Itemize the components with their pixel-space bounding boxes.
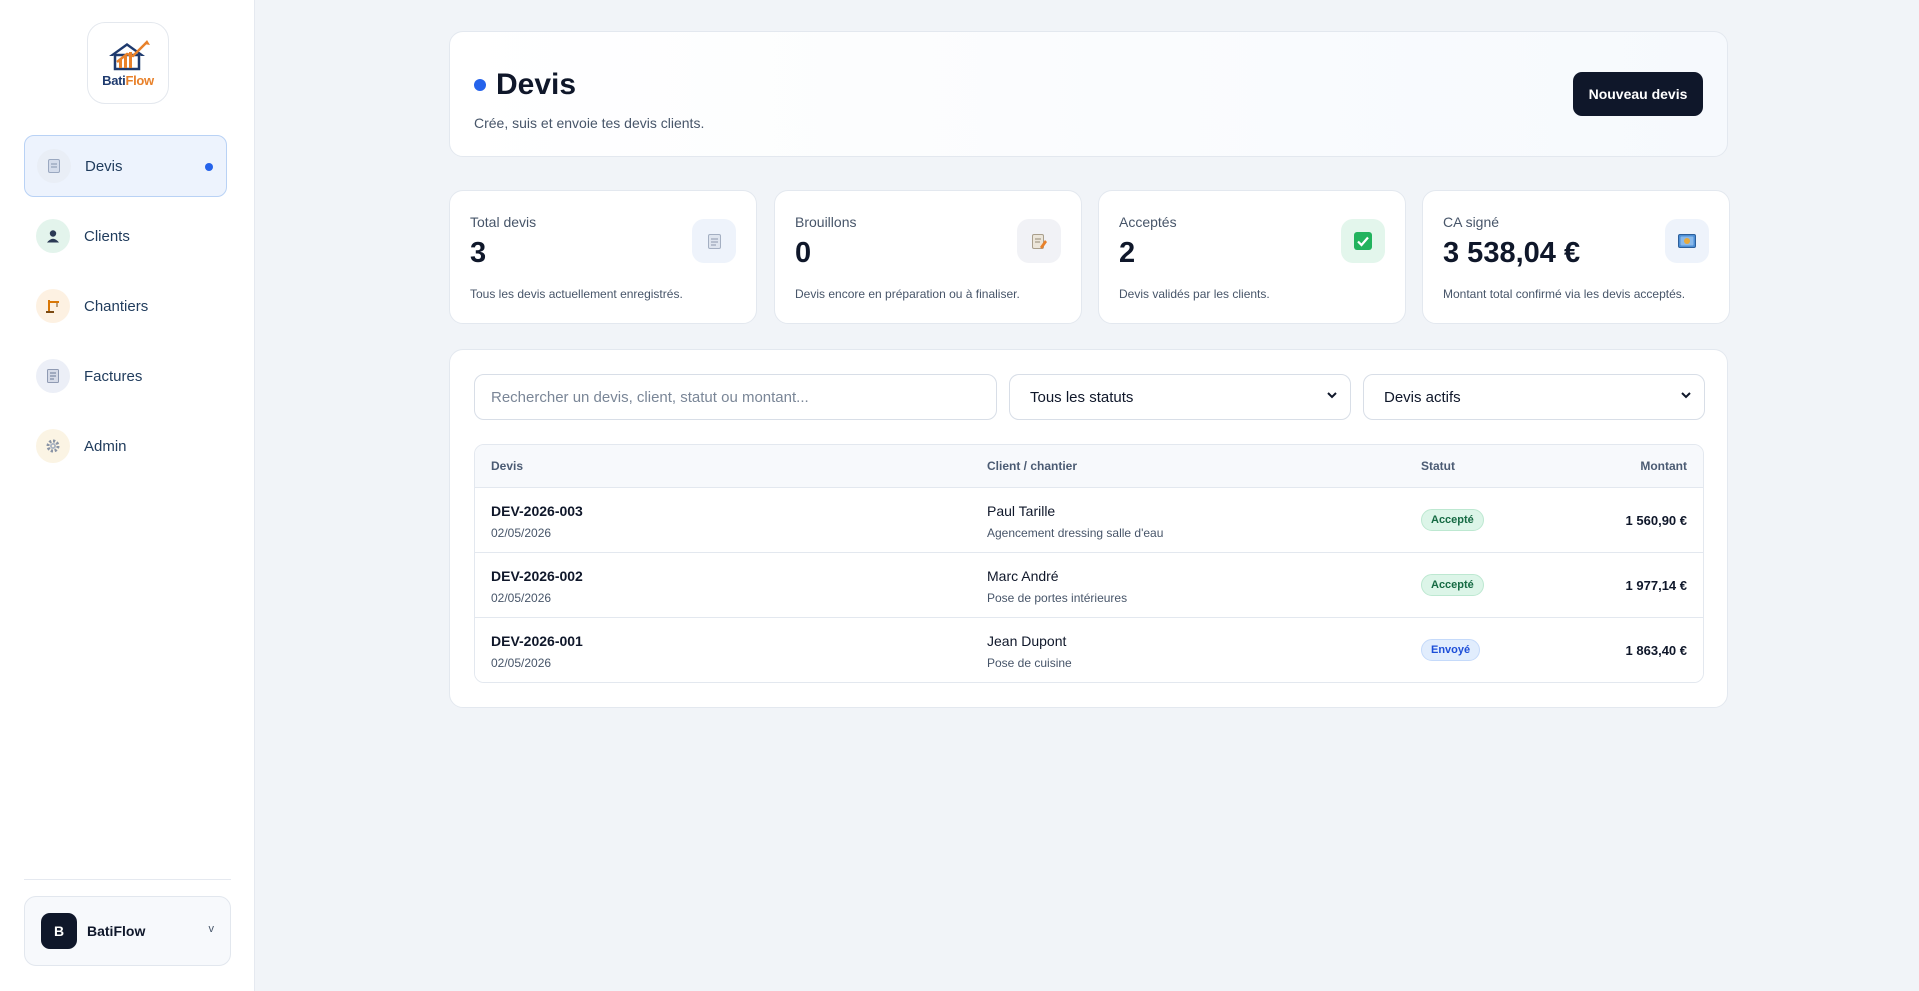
document-icon <box>692 219 736 263</box>
account-name: BatiFlow <box>87 923 146 939</box>
site-name: Agencement dressing salle d'eau <box>987 526 1164 540</box>
quote-amount: 1 560,90 € <box>1625 513 1687 528</box>
stat-label: Total devis <box>470 214 537 230</box>
table-header: Devis Client / chantier Statut Montant <box>475 445 1703 488</box>
stat-label: Acceptés <box>1119 214 1177 230</box>
column-header-amount[interactable]: Montant <box>1640 459 1687 473</box>
stat-value: 0 <box>795 237 812 269</box>
site-name: Pose de cuisine <box>987 656 1072 670</box>
stat-description: Montant total confirmé via les devis acc… <box>1443 287 1686 301</box>
table-row[interactable]: DEV-2026-003 02/05/2026 Paul Tarille Age… <box>475 488 1703 553</box>
stat-card-total: Total devis 3 Tous les devis actuellemen… <box>449 190 757 324</box>
quote-amount: 1 863,40 € <box>1625 643 1687 658</box>
search-input[interactable] <box>474 374 997 420</box>
chevron-down-icon <box>1681 392 1691 399</box>
title-dot <box>474 79 486 91</box>
quotes-table: Devis Client / chantier Statut Montant D… <box>474 444 1704 683</box>
stat-card-drafts: Brouillons 0 Devis encore en préparation… <box>774 190 1082 324</box>
stat-description: Tous les devis actuellement enregistrés. <box>470 287 683 301</box>
quote-date: 02/05/2026 <box>491 656 552 670</box>
table-row[interactable]: DEV-2026-001 02/05/2026 Jean Dupont Pose… <box>475 618 1703 682</box>
stat-label: CA signé <box>1443 214 1500 230</box>
stat-card-revenue: CA signé 3 538,04 € Montant total confir… <box>1422 190 1730 324</box>
new-quote-button[interactable]: Nouveau devis <box>1573 72 1703 116</box>
scope-filter-value: Devis actifs <box>1384 388 1461 406</box>
sidebar: BatiFlow Devis Clients Chantiers Facture… <box>0 0 255 991</box>
page-subtitle: Crée, suis et envoie tes devis clients. <box>474 115 705 131</box>
client-name: Jean Dupont <box>987 633 1067 649</box>
quote-ref: DEV-2026-003 <box>491 503 583 519</box>
invoice-icon <box>36 359 70 393</box>
quote-date: 02/05/2026 <box>491 591 552 605</box>
document-icon <box>37 149 71 183</box>
chevron-down-icon: v <box>208 923 215 935</box>
quote-ref: DEV-2026-001 <box>491 633 583 649</box>
sidebar-item-label: Admin <box>84 437 127 455</box>
column-header-client[interactable]: Client / chantier <box>987 459 1078 473</box>
money-icon <box>1665 219 1709 263</box>
stat-value: 3 538,04 € <box>1443 237 1581 269</box>
active-indicator <box>205 163 213 171</box>
status-badge: Accepté <box>1421 509 1484 531</box>
quote-amount: 1 977,14 € <box>1625 578 1687 593</box>
chevron-down-icon <box>1327 392 1337 399</box>
brand-logo[interactable]: BatiFlow <box>87 22 169 104</box>
gear-icon <box>36 429 70 463</box>
crane-icon <box>36 289 70 323</box>
page-title: Devis <box>496 68 577 101</box>
column-header-ref[interactable]: Devis <box>491 459 524 473</box>
stat-value: 2 <box>1119 237 1136 269</box>
house-chart-icon <box>109 40 150 71</box>
quotes-panel: Tous les statuts Devis actifs Devis Clie… <box>449 349 1728 708</box>
sidebar-item-factures[interactable]: Factures <box>24 345 227 407</box>
stat-label: Brouillons <box>795 214 857 230</box>
sidebar-divider <box>24 879 231 880</box>
page-title-group: Devis <box>474 68 576 102</box>
column-header-status[interactable]: Statut <box>1421 459 1455 473</box>
sidebar-item-devis[interactable]: Devis <box>24 135 227 197</box>
quote-ref: DEV-2026-002 <box>491 568 583 584</box>
sidebar-item-label: Devis <box>85 157 123 175</box>
sidebar-item-label: Clients <box>84 227 130 245</box>
sidebar-item-admin[interactable]: Admin <box>24 415 227 477</box>
stat-description: Devis encore en préparation ou à finalis… <box>795 287 1020 301</box>
status-filter-value: Tous les statuts <box>1030 388 1134 406</box>
brand-wordmark: BatiFlow <box>102 73 154 88</box>
scope-filter-select[interactable]: Devis actifs <box>1363 374 1705 420</box>
sidebar-item-label: Factures <box>84 367 143 385</box>
table-row[interactable]: DEV-2026-002 02/05/2026 Marc André Pose … <box>475 553 1703 618</box>
stat-description: Devis validés par les clients. <box>1119 287 1270 301</box>
status-badge: Accepté <box>1421 574 1484 596</box>
avatar: B <box>41 913 77 949</box>
draft-icon <box>1017 219 1061 263</box>
client-name: Paul Tarille <box>987 503 1056 519</box>
sidebar-item-clients[interactable]: Clients <box>24 205 227 267</box>
status-filter-select[interactable]: Tous les statuts <box>1009 374 1351 420</box>
stat-value: 3 <box>470 237 487 269</box>
sidebar-item-label: Chantiers <box>84 297 149 315</box>
page-header: Devis Crée, suis et envoie tes devis cli… <box>449 31 1728 157</box>
user-icon <box>36 219 70 253</box>
status-badge: Envoyé <box>1421 639 1481 661</box>
sidebar-item-chantiers[interactable]: Chantiers <box>24 275 227 337</box>
check-icon <box>1341 219 1385 263</box>
stat-card-accepted: Acceptés 2 Devis validés par les clients… <box>1098 190 1406 324</box>
site-name: Pose de portes intérieures <box>987 591 1128 605</box>
account-switcher[interactable]: B BatiFlow v <box>24 896 231 966</box>
quote-date: 02/05/2026 <box>491 526 552 540</box>
client-name: Marc André <box>987 568 1059 584</box>
